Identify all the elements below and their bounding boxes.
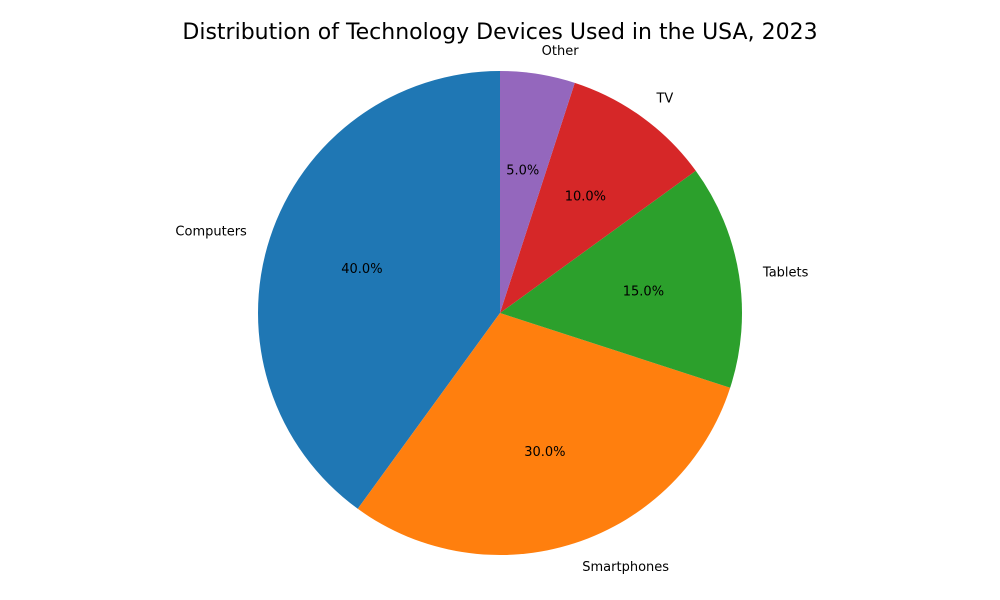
- slice-label-other: Other: [542, 44, 580, 59]
- percent-label-other: 5.0%: [506, 164, 539, 179]
- slice-label-tv: TV: [655, 92, 673, 107]
- percent-label-tv: 10.0%: [565, 190, 606, 205]
- pie-slices: [258, 71, 743, 555]
- slice-label-computers: Computers: [175, 225, 247, 240]
- percent-label-tablets: 15.0%: [623, 284, 664, 299]
- slice-label-tablets: Tablets: [762, 265, 809, 280]
- chart-title: Distribution of Technology Devices Used …: [182, 20, 817, 45]
- pie-slice-computers: [258, 71, 500, 509]
- pie-slice-tablets: [500, 170, 743, 388]
- percent-label-smartphones: 30.0%: [524, 445, 565, 460]
- pie-slice-smartphones: [357, 313, 731, 555]
- pie-slice-tv: [500, 82, 696, 313]
- pie-slice-other: [500, 71, 575, 313]
- percent-label-computers: 40.0%: [341, 262, 382, 277]
- slice-label-smartphones: Smartphones: [582, 560, 669, 575]
- pie-labels: Computers 40.0% Smartphones 30.0% Tablets 15.…: [175, 44, 808, 575]
